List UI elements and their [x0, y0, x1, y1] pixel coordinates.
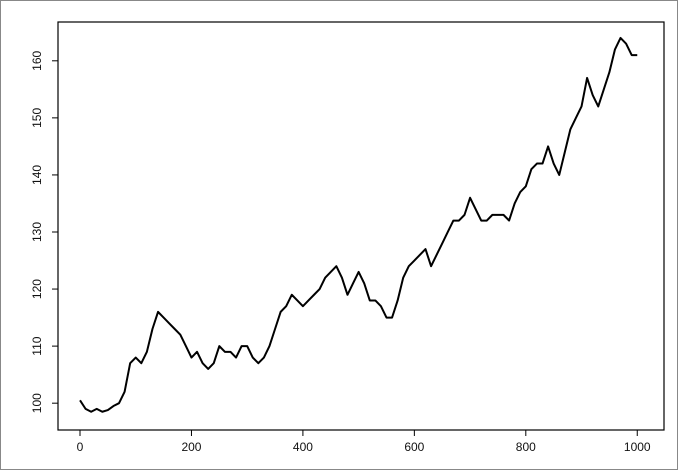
- x-tick-label: 0: [77, 440, 84, 454]
- line: [79, 36, 638, 413]
- x-tick-label: 200: [181, 440, 201, 454]
- y-tick-label: 140: [30, 165, 44, 185]
- x-tick-label: 800: [516, 440, 536, 454]
- y-tick-label: 100: [30, 393, 44, 413]
- y-tick-label: 110: [30, 336, 44, 355]
- plot-box: [57, 21, 665, 431]
- x-tick-label: 600: [404, 440, 424, 454]
- y-tick-label: 120: [30, 279, 44, 299]
- x-tick-label: 1000: [624, 440, 651, 454]
- y-tick-label: 130: [30, 222, 44, 242]
- x-tick-label: 400: [293, 440, 313, 454]
- y-tick-label: 150: [30, 108, 44, 128]
- y-tick-label: 160: [30, 50, 44, 70]
